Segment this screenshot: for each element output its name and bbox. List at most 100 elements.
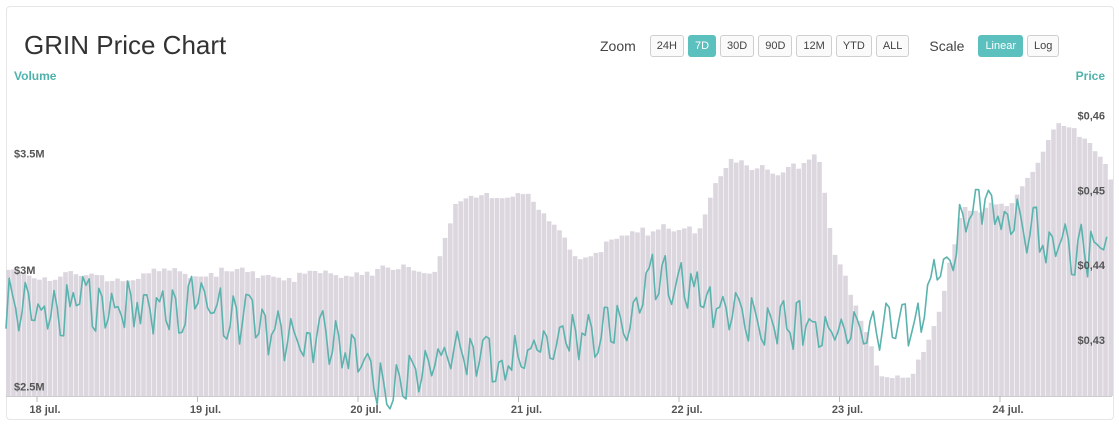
- volume-bar: [120, 281, 125, 396]
- volume-bar: [994, 204, 999, 396]
- volume-bar: [536, 209, 541, 396]
- volume-tick-label: $2.5M: [14, 382, 45, 394]
- volume-bar: [318, 273, 323, 396]
- volume-bar: [500, 198, 505, 396]
- zoom-button-ytd[interactable]: YTD: [835, 35, 872, 57]
- volume-bar: [484, 193, 489, 396]
- volume-bar: [286, 278, 292, 396]
- price-series: [5, 188, 1108, 410]
- volume-bar: [884, 377, 890, 396]
- volume-bar: [983, 207, 989, 396]
- volume-bar: [640, 227, 645, 396]
- volume-bar: [796, 168, 801, 396]
- volume-bar: [11, 269, 16, 396]
- volume-bar: [728, 158, 734, 396]
- volume-bar: [947, 262, 952, 396]
- volume-bar: [89, 273, 94, 396]
- volume-bar: [354, 272, 359, 396]
- price-tick-label: $0,43: [1077, 335, 1105, 347]
- volume-bar: [541, 213, 547, 396]
- volume-bar: [1046, 140, 1051, 396]
- zoom-button-30d[interactable]: 30D: [720, 35, 755, 57]
- volume-bar: [775, 175, 781, 396]
- scale-button-group: Linear Log: [978, 35, 1063, 57]
- volume-bar: [744, 165, 749, 396]
- volume-bar: [193, 276, 198, 396]
- volume-bar: [198, 276, 203, 396]
- volume-bar: [344, 275, 349, 396]
- volume-bar: [1056, 123, 1061, 396]
- volume-bar: [734, 162, 739, 396]
- volume-bar: [281, 280, 287, 396]
- zoom-button-90d[interactable]: 90D: [758, 35, 793, 57]
- volume-bar: [110, 280, 115, 396]
- volume-bar: [47, 281, 53, 396]
- x-tick-label: 23 jul.: [832, 404, 863, 416]
- volume-bar: [297, 272, 302, 396]
- volume-bar: [645, 235, 651, 396]
- volume-bar: [328, 273, 333, 396]
- volume-bar: [936, 311, 942, 396]
- volume-bar: [188, 278, 193, 396]
- volume-bar: [1020, 186, 1025, 396]
- volume-bar: [1072, 128, 1077, 396]
- volume-bar: [822, 192, 827, 396]
- volume-bar: [962, 207, 968, 396]
- volume-bar: [338, 277, 344, 396]
- volume-bar: [364, 271, 370, 396]
- volume-bar: [593, 252, 599, 396]
- volume-bar: [1077, 136, 1082, 396]
- volume-bar: [770, 173, 775, 396]
- volume-bar: [780, 172, 786, 396]
- volume-bar: [146, 273, 151, 396]
- volume-bar: [656, 229, 661, 396]
- volume-bar: [276, 277, 281, 396]
- volume-bar: [531, 201, 536, 396]
- volume-bar: [203, 276, 209, 396]
- volume-bar: [266, 275, 271, 396]
- zoom-button-12m[interactable]: 12M: [796, 35, 832, 57]
- x-tick-label: 22 jul.: [671, 404, 702, 416]
- volume-bar: [432, 271, 437, 396]
- volume-bar: [489, 198, 495, 396]
- volume-bar: [63, 272, 68, 396]
- volume-bar: [619, 235, 625, 396]
- volume-bar: [552, 224, 557, 396]
- volume-bar: [385, 267, 391, 396]
- zoom-button-all[interactable]: ALL: [875, 35, 910, 57]
- volume-bar: [817, 162, 822, 396]
- volume-bar: [453, 204, 458, 396]
- volume-bar: [583, 257, 588, 396]
- volume-bar: [765, 169, 770, 396]
- volume-bar: [910, 373, 916, 396]
- volume-bar: [245, 272, 250, 396]
- price-axis-title: Price: [1076, 69, 1106, 83]
- chart-title: GRIN Price Chart: [24, 30, 227, 60]
- volume-bar: [760, 165, 765, 396]
- volume-bar: [130, 280, 136, 396]
- zoom-button-7d[interactable]: 7D: [687, 35, 717, 57]
- volume-bar: [988, 202, 994, 396]
- volume-bar: [78, 275, 84, 396]
- volume-bar: [666, 228, 671, 396]
- scale-button-log[interactable]: Log: [1027, 35, 1060, 57]
- volume-bar: [682, 228, 687, 396]
- volume-bar: [806, 159, 812, 396]
- volume-bar: [1051, 129, 1056, 396]
- volume-bar: [921, 352, 926, 396]
- volume-bar: [635, 232, 640, 396]
- volume-bar: [661, 224, 666, 396]
- volume-bar: [448, 223, 453, 396]
- volume-bar: [442, 237, 448, 396]
- volume-bar: [874, 365, 879, 396]
- volume-bar: [240, 267, 245, 396]
- volume-bar: [786, 167, 791, 396]
- volume-bar: [333, 275, 339, 396]
- zoom-button-24h[interactable]: 24H: [649, 35, 684, 57]
- volume-bar: [177, 271, 183, 396]
- volume-bar: [58, 276, 63, 396]
- volume-bar: [827, 228, 833, 396]
- scale-button-linear[interactable]: Linear: [978, 35, 1024, 57]
- volume-bar: [567, 249, 573, 396]
